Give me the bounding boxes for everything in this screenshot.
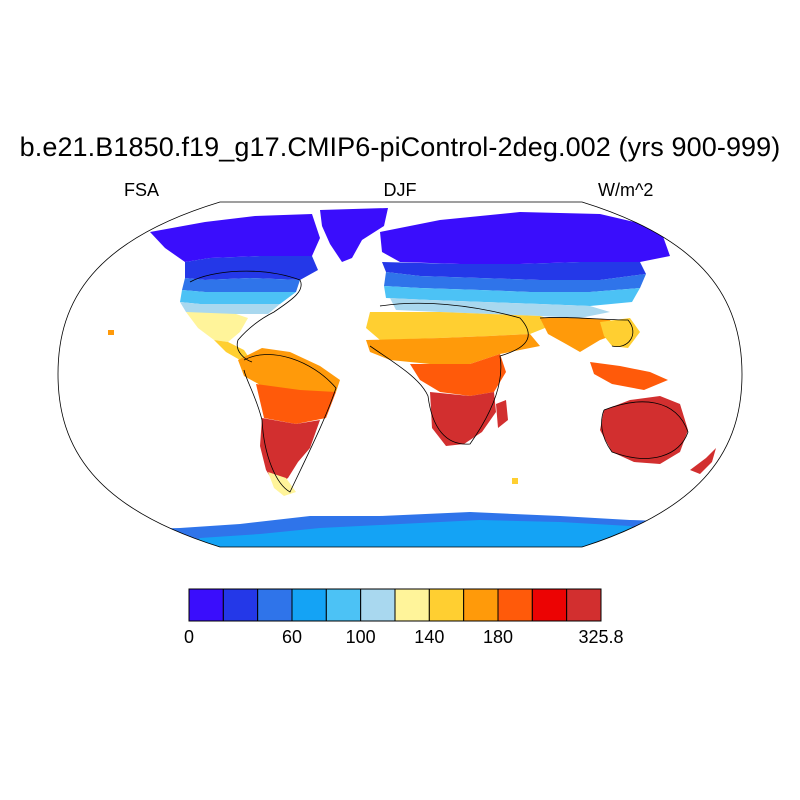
- land-sahel: [366, 334, 540, 364]
- land-north-america-arctic: [150, 214, 320, 262]
- colorbar-box-6: [394, 588, 430, 622]
- colorbar-box-4: [325, 588, 362, 622]
- land-eurasia-mid: [384, 272, 646, 292]
- land-south-america-north: [238, 348, 340, 392]
- land-antarctica-interior: [160, 520, 660, 547]
- land-south-america-south: [260, 418, 320, 486]
- land-north-america-temperate: [180, 290, 296, 304]
- colorbar-tick-label: 180: [482, 627, 514, 647]
- land-north-america-south: [180, 302, 280, 314]
- colorbar-box-8: [463, 588, 499, 622]
- land-north-america-mid: [182, 278, 300, 292]
- colorbar-box-10: [531, 588, 568, 622]
- land-island-south-atlantic: [512, 478, 518, 484]
- globe-outline: [57, 201, 743, 548]
- coastlines: [189, 270, 689, 493]
- land-sahara: [366, 312, 560, 340]
- land-maritime-asia: [590, 362, 668, 390]
- land-central-africa: [410, 354, 506, 396]
- season-label: DJF: [383, 180, 417, 200]
- land-eurasia-subarctic: [382, 262, 646, 280]
- colorbar-box-5: [360, 588, 396, 622]
- land-patagonia: [268, 472, 296, 496]
- land-eurasia-steppe: [390, 298, 610, 318]
- land-eurasia-temperate: [384, 286, 640, 306]
- land-eurasia-arctic: [380, 212, 670, 264]
- land-mexico: [186, 312, 248, 342]
- land-indochina: [600, 318, 640, 348]
- colorbar-box-1: [222, 588, 259, 622]
- colorbar-box-3: [291, 588, 327, 622]
- colorbar-box-9: [497, 588, 533, 622]
- land-north-america-subarctic: [185, 256, 318, 280]
- land-greenland: [320, 208, 388, 262]
- land-southern-africa: [430, 392, 496, 446]
- colorbar-box-11: [566, 588, 602, 622]
- colorbar-tick-label: 100: [345, 627, 376, 647]
- colorbar-tick-label: 60: [281, 627, 303, 647]
- plot-title: b.e21.B1850.f19_g17.CMIP6-piControl-2deg…: [19, 132, 781, 162]
- land-island-pacific: [108, 330, 114, 335]
- colorbar: [188, 588, 602, 622]
- land-fields: [100, 208, 716, 547]
- colorbar-box-2: [257, 588, 293, 622]
- land-south-america-center: [256, 384, 336, 424]
- colorbar-box-0: [188, 588, 224, 622]
- variable-label: FSA: [124, 180, 160, 200]
- colorbar-box-7: [428, 588, 465, 622]
- colorbar-tick-label: 325.8: [578, 627, 624, 647]
- land-australia: [600, 396, 688, 464]
- land-madagascar: [496, 400, 508, 428]
- colorbar-tick-label: 140: [414, 627, 445, 647]
- land-new-zealand: [690, 448, 716, 474]
- units-label: W/m^2: [598, 180, 654, 200]
- colorbar-tick-label: 0: [183, 627, 195, 647]
